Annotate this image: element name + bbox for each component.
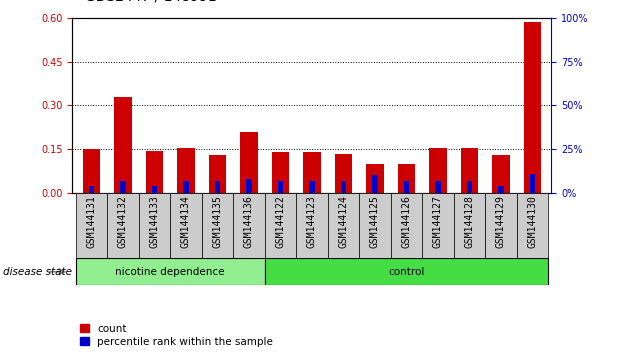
Bar xyxy=(209,155,226,193)
Bar xyxy=(529,174,535,193)
Bar xyxy=(340,181,347,193)
Bar xyxy=(309,181,315,193)
Text: GSM144130: GSM144130 xyxy=(527,195,537,248)
Bar xyxy=(435,181,441,193)
Bar xyxy=(277,181,284,193)
Bar xyxy=(214,181,220,193)
Bar xyxy=(398,164,415,193)
Text: GSM144128: GSM144128 xyxy=(464,195,474,248)
Bar xyxy=(146,150,163,193)
Bar xyxy=(429,148,447,193)
Bar xyxy=(76,258,265,285)
Legend: count, percentile rank within the sample: count, percentile rank within the sample xyxy=(77,321,275,349)
Bar xyxy=(88,186,94,193)
Bar xyxy=(246,179,251,193)
Text: disease state: disease state xyxy=(3,267,72,277)
Bar xyxy=(265,193,296,258)
Bar xyxy=(461,148,478,193)
Bar xyxy=(391,193,422,258)
Bar xyxy=(177,148,195,193)
Bar xyxy=(114,97,132,193)
Bar xyxy=(303,152,321,193)
Bar xyxy=(422,193,454,258)
Bar xyxy=(183,181,189,193)
Bar xyxy=(120,181,126,193)
Text: GSM144133: GSM144133 xyxy=(149,195,159,248)
Bar xyxy=(139,193,170,258)
Bar xyxy=(524,22,541,193)
Text: GSM144124: GSM144124 xyxy=(338,195,348,248)
Text: nicotine dependence: nicotine dependence xyxy=(115,267,225,277)
Text: GSM144129: GSM144129 xyxy=(496,195,506,248)
Bar xyxy=(202,193,233,258)
Bar xyxy=(517,193,548,258)
Bar xyxy=(498,186,504,193)
Bar xyxy=(107,193,139,258)
Text: GSM144123: GSM144123 xyxy=(307,195,317,248)
Text: GSM144125: GSM144125 xyxy=(370,195,380,248)
Text: GSM144127: GSM144127 xyxy=(433,195,443,248)
Bar xyxy=(485,193,517,258)
Bar xyxy=(328,193,359,258)
Text: GSM144122: GSM144122 xyxy=(275,195,285,248)
Text: GSM144131: GSM144131 xyxy=(86,195,96,248)
Bar xyxy=(335,154,352,193)
Bar xyxy=(240,132,258,193)
Text: GSM144126: GSM144126 xyxy=(401,195,411,248)
Text: control: control xyxy=(388,267,425,277)
Bar xyxy=(296,193,328,258)
Bar xyxy=(83,149,100,193)
Bar xyxy=(492,155,510,193)
Bar xyxy=(151,186,157,193)
Text: GSM144136: GSM144136 xyxy=(244,195,254,248)
Bar xyxy=(359,193,391,258)
Bar xyxy=(272,152,289,193)
Text: GSM144132: GSM144132 xyxy=(118,195,128,248)
Bar xyxy=(403,181,410,193)
Bar xyxy=(366,164,384,193)
Bar xyxy=(233,193,265,258)
Text: GDS2447 / 148991: GDS2447 / 148991 xyxy=(85,0,217,4)
Text: GSM144134: GSM144134 xyxy=(181,195,191,248)
Bar xyxy=(466,181,472,193)
Text: GSM144135: GSM144135 xyxy=(212,195,222,248)
Bar xyxy=(454,193,485,258)
Bar xyxy=(76,193,107,258)
Bar xyxy=(170,193,202,258)
Bar xyxy=(265,258,548,285)
Bar xyxy=(372,176,378,193)
